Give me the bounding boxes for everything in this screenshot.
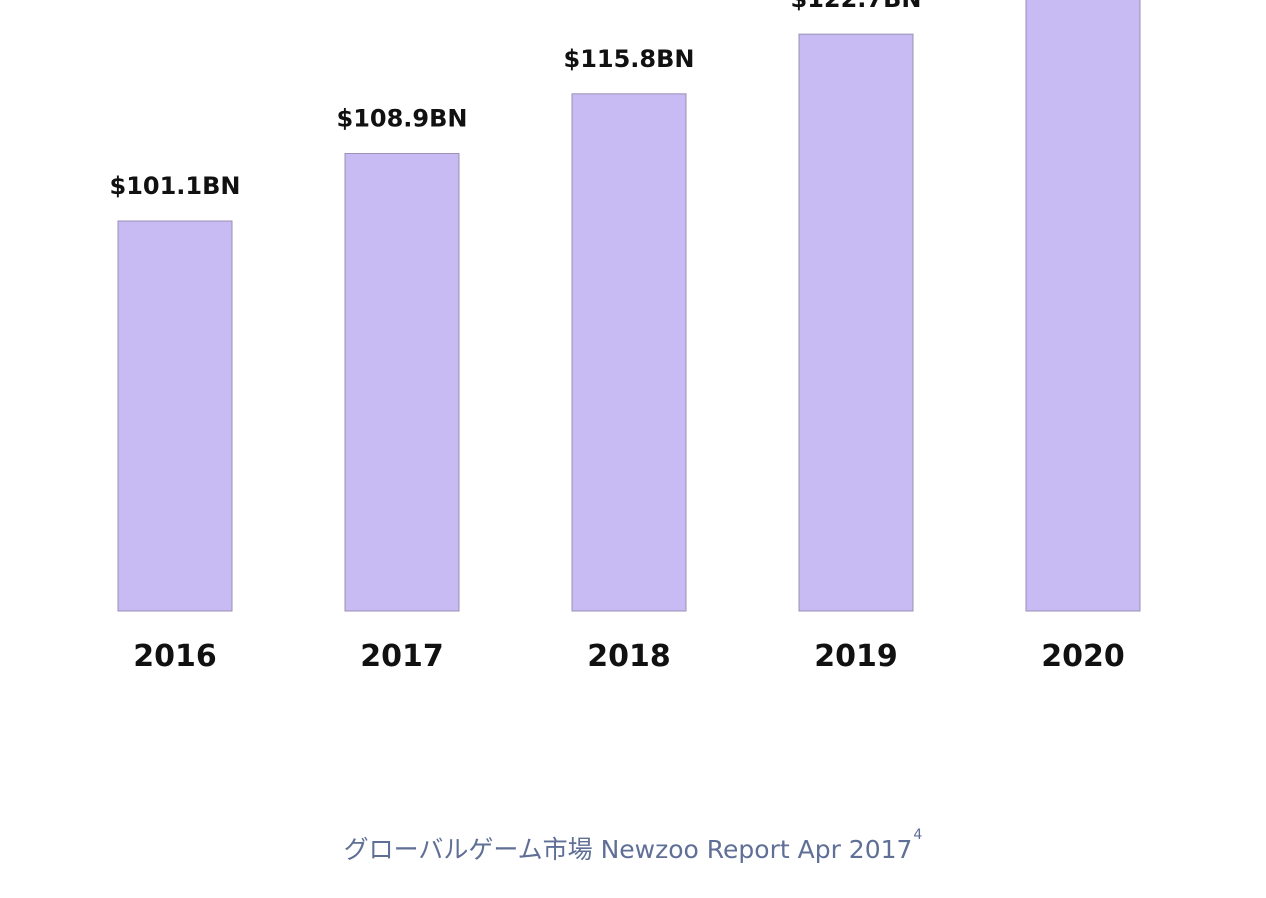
- caption-text: グローバルゲーム市場 Newzoo Report Apr 2017: [343, 835, 913, 864]
- x-tick-label-2018: 2018: [587, 639, 671, 674]
- bar-2018: [571, 93, 687, 612]
- bar-2016: [117, 220, 233, 612]
- x-tick-label-2019: 2019: [814, 639, 898, 674]
- caption-footnote-marker: 4: [913, 827, 923, 843]
- x-axis-tick-labels: 2016 2017 2018 2019 2020: [133, 639, 1125, 674]
- value-label-2018: $115.8BN: [564, 45, 695, 73]
- value-labels: $101.1BN$108.9BN$115.8BN$122.7BN$128.5BN: [110, 0, 922, 200]
- x-tick-label-2016: 2016: [133, 639, 217, 674]
- value-label-2017: $108.9BN: [337, 105, 468, 133]
- chart-caption: グローバルゲーム市場 Newzoo Report Apr 20174: [0, 827, 1266, 866]
- bar-2017: [344, 153, 460, 612]
- x-tick-label-2017: 2017: [360, 639, 444, 674]
- bar-chart: $101.1BN$108.9BN$115.8BN$122.7BN$128.5BN…: [110, 0, 1141, 674]
- bar-series: [117, 0, 1141, 612]
- bar-2019: [798, 33, 914, 612]
- x-tick-label-2020: 2020: [1041, 639, 1125, 674]
- value-label-2019: $122.7BN: [791, 0, 922, 13]
- bar-2020: [1025, 0, 1141, 612]
- value-label-2016: $101.1BN: [110, 172, 241, 200]
